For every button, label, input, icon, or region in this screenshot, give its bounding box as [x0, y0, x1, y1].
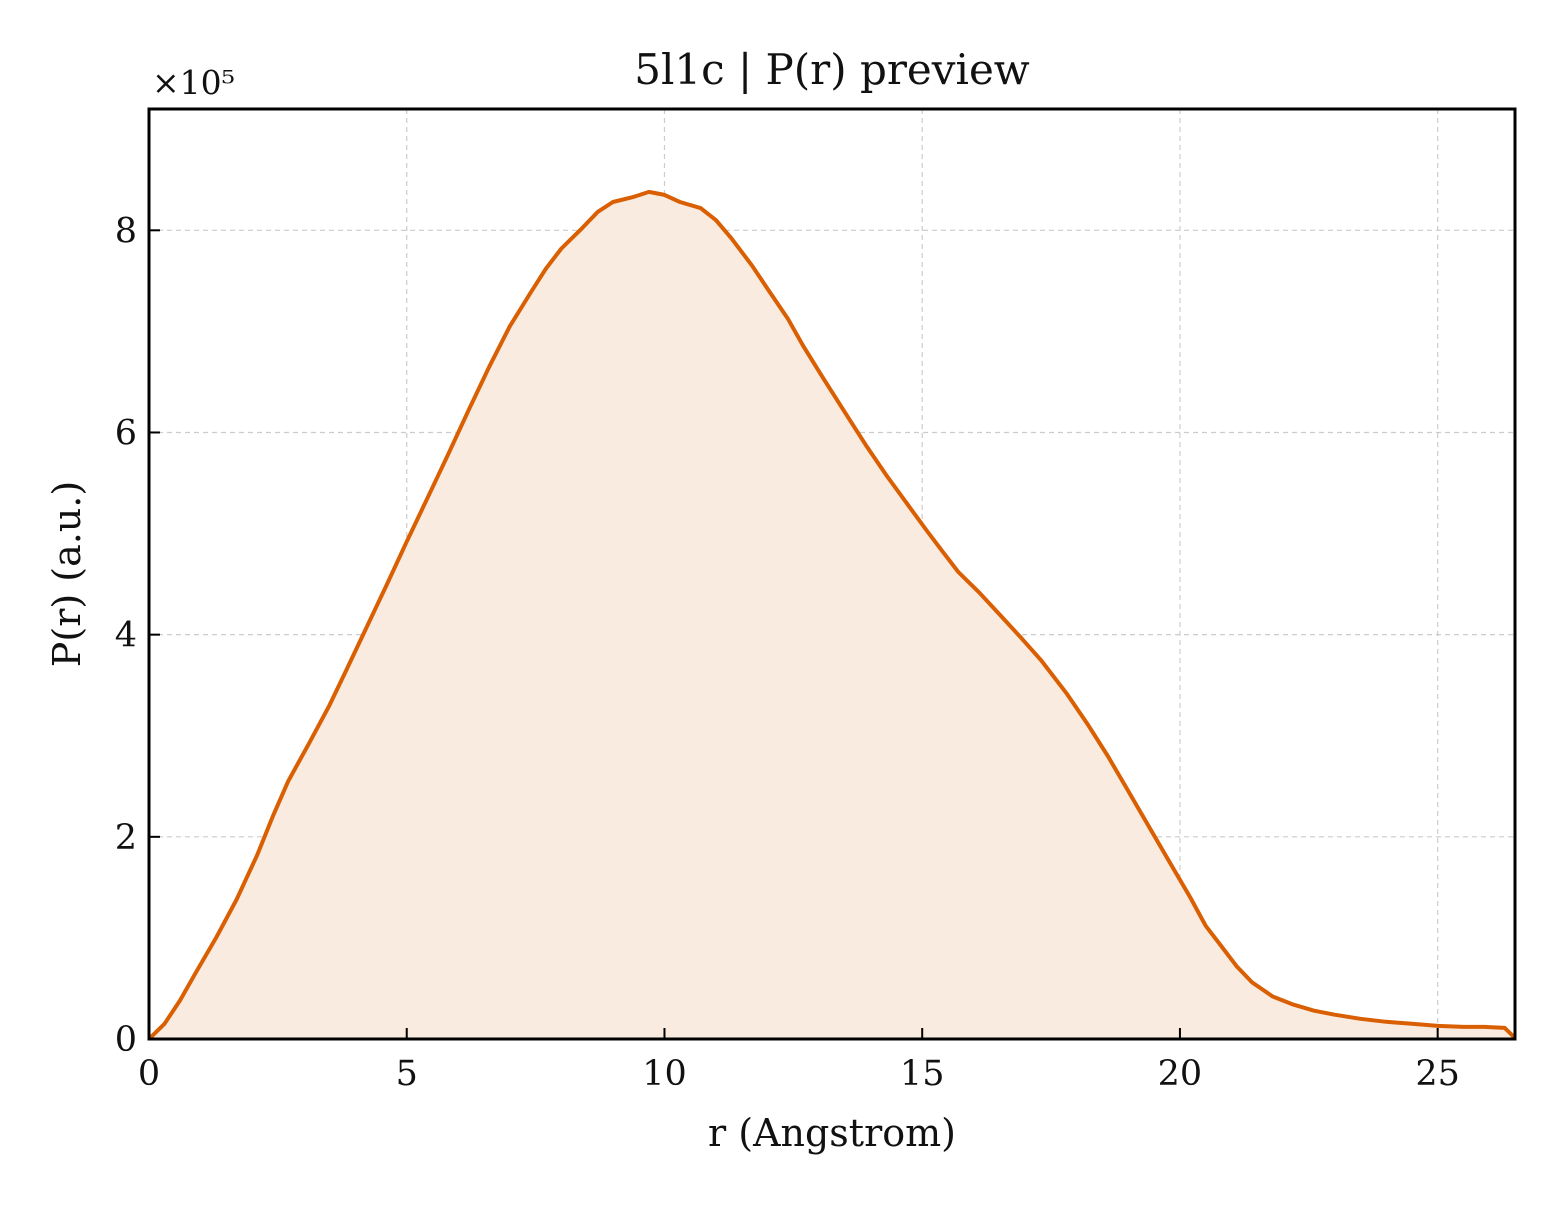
- y-tick-label: 6: [115, 413, 137, 453]
- pr-area-fill: [149, 191, 1515, 1039]
- y-tick-label: 8: [115, 211, 137, 251]
- x-tick-label: 25: [1415, 1054, 1460, 1094]
- x-tick-label: 5: [396, 1054, 418, 1094]
- y-tick-label: 2: [115, 818, 137, 858]
- x-tick-label: 0: [138, 1054, 160, 1094]
- chart-title: 5l1c | P(r) preview: [634, 45, 1030, 94]
- y-tick-label: 0: [115, 1020, 137, 1060]
- y-offset-label: ×10⁵: [152, 63, 235, 102]
- x-tick-label: 10: [642, 1054, 687, 1094]
- y-axis-label: P(r) (a.u.): [45, 481, 89, 667]
- axis-ticks: 0 5 10 15 20 25 0 2 4 6 8: [115, 211, 1460, 1094]
- x-tick-label: 20: [1158, 1054, 1203, 1094]
- x-axis-label: r (Angstrom): [708, 1111, 956, 1155]
- pr-curve-line: [147, 189, 1517, 1041]
- y-tick-label: 4: [115, 616, 137, 656]
- plot-frame: [147, 107, 1517, 1041]
- x-tick-label: 15: [900, 1054, 945, 1094]
